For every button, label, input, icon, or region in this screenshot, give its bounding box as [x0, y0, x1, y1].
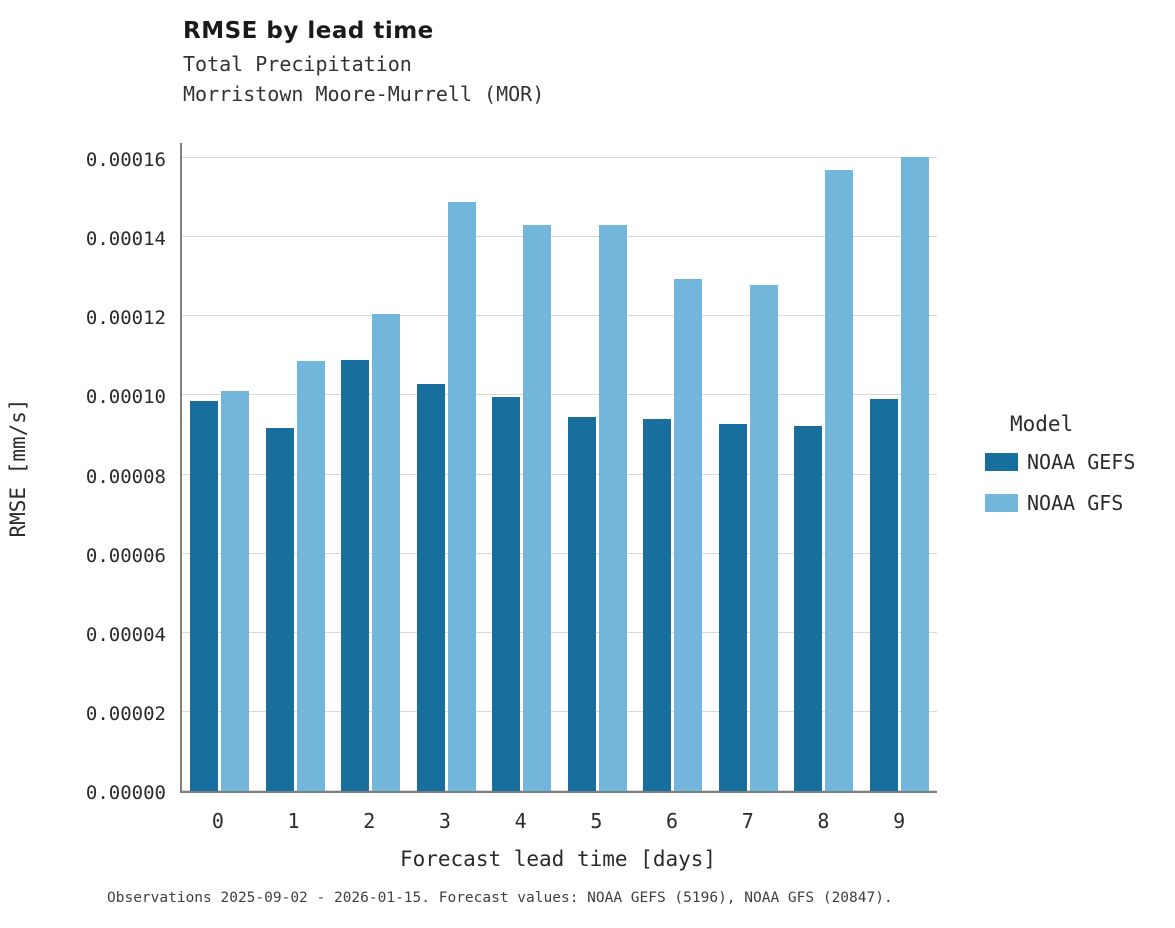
bar-noaa-gefs-day-0	[190, 401, 219, 791]
x-tick-label: 7	[741, 809, 754, 833]
bar-noaa-gefs-day-9	[869, 398, 898, 791]
bar-noaa-gfs-day-5	[598, 225, 627, 791]
bar-group-day-0	[182, 143, 258, 791]
x-tick-label: 2	[363, 809, 376, 833]
bar-group-day-4	[484, 143, 560, 791]
gridline	[182, 710, 937, 712]
gridline	[182, 394, 937, 396]
x-tick-label: 5	[590, 809, 603, 833]
y-tick-label: 0.00000	[85, 782, 166, 804]
gridline	[182, 473, 937, 475]
caption: Observations 2025-09-02 - 2026-01-15. Fo…	[107, 890, 893, 906]
gridline	[182, 790, 937, 791]
x-tick-label: 8	[817, 809, 830, 833]
gridline	[182, 157, 937, 159]
gridline	[182, 552, 937, 554]
bar-noaa-gfs-day-0	[221, 391, 250, 791]
bar-group-day-9	[862, 143, 938, 791]
gridline	[182, 315, 937, 317]
legend: Model NOAA GEFS NOAA GFS	[985, 412, 1170, 532]
y-tick-label: 0.00002	[85, 702, 166, 725]
chart-subtitle-variable: Total Precipitation	[183, 52, 412, 76]
legend-title: Model	[1010, 412, 1074, 436]
y-tick-label: 0.00016	[85, 149, 166, 171]
x-tick-label: 9	[893, 809, 906, 833]
bar-group-day-3	[409, 143, 485, 791]
gridline	[182, 631, 937, 633]
bar-group-day-2	[333, 143, 409, 791]
bar-noaa-gfs-day-7	[749, 285, 778, 791]
bar-noaa-gfs-day-8	[825, 169, 854, 791]
legend-label: NOAA GFS	[1027, 491, 1124, 515]
bar-group-day-6	[635, 143, 711, 791]
bar-noaa-gfs-day-1	[296, 361, 325, 791]
y-tick-label: 0.00006	[85, 544, 166, 567]
x-axis-title: Forecast lead time [days]	[399, 847, 717, 871]
y-tick-label: 0.00014	[85, 228, 166, 251]
x-tick-label: 3	[438, 809, 451, 833]
bar-noaa-gfs-day-3	[447, 202, 476, 791]
legend-label: NOAA GEFS	[1027, 450, 1136, 474]
bar-noaa-gefs-day-8	[794, 426, 823, 791]
bar-group-day-5	[560, 143, 636, 791]
gridline	[182, 236, 937, 238]
legend-item-noaa-gefs: NOAA GEFS	[985, 450, 1170, 474]
bar-group-day-8	[786, 143, 862, 791]
bar-group-day-7	[711, 143, 787, 791]
bar-noaa-gefs-day-2	[341, 359, 370, 791]
chart-subtitle-station: Morristown Moore-Murrell (MOR)	[183, 82, 545, 106]
legend-item-noaa-gfs: NOAA GFS	[985, 491, 1170, 515]
chart-title: RMSE by lead time	[183, 18, 434, 44]
bar-noaa-gefs-day-4	[492, 396, 521, 791]
x-tick-label: 6	[666, 809, 679, 833]
legend-swatch	[985, 494, 1018, 512]
x-tick-label: 4	[514, 809, 527, 833]
bar-noaa-gefs-day-6	[643, 419, 672, 791]
bar-groups	[182, 143, 937, 791]
y-tick-label: 0.00008	[85, 465, 166, 488]
bar-noaa-gefs-day-5	[567, 417, 596, 791]
bar-noaa-gfs-day-6	[674, 278, 703, 791]
y-tick-label: 0.00012	[85, 307, 166, 330]
legend-items: NOAA GEFS NOAA GFS	[985, 450, 1170, 515]
x-tick-label: 0	[211, 809, 224, 833]
bar-noaa-gfs-day-4	[523, 225, 552, 791]
bar-noaa-gfs-day-9	[900, 156, 929, 791]
x-tick-label: 1	[287, 809, 300, 833]
y-tick-label: 0.00010	[85, 386, 166, 409]
bar-noaa-gefs-day-3	[416, 384, 445, 791]
plot-area	[180, 143, 937, 793]
legend-swatch	[985, 453, 1018, 471]
y-tick-label: 0.00004	[85, 623, 166, 646]
bar-noaa-gfs-day-2	[372, 314, 401, 791]
bar-group-day-1	[258, 143, 334, 791]
bar-noaa-gefs-day-1	[265, 427, 294, 791]
bar-noaa-gefs-day-7	[718, 423, 747, 791]
